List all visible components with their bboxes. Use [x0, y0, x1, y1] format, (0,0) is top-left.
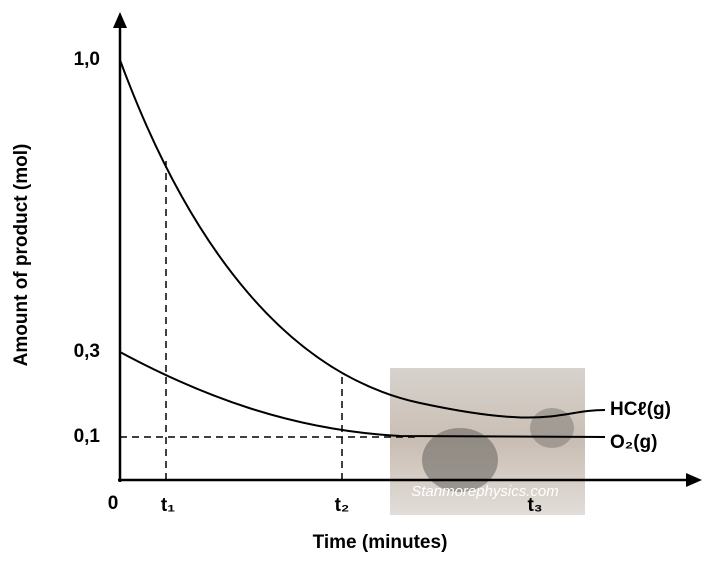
- watermark-pot: [422, 428, 498, 492]
- y-arrow: [113, 12, 127, 28]
- origin-label: 0: [108, 493, 119, 514]
- y-label: 1,0: [74, 49, 100, 70]
- x-axis-title: Time (minutes): [313, 532, 448, 553]
- o2-curve: [119, 351, 606, 438]
- x-label: t₂: [335, 495, 350, 516]
- x-arrow: [686, 473, 702, 487]
- curve-label: O₂(g): [610, 432, 657, 453]
- curve-label: HCℓ(g): [610, 399, 671, 420]
- y-label: 0,3: [74, 341, 100, 362]
- hcl-curve: [119, 59, 606, 419]
- x-label: t₃: [527, 495, 542, 516]
- watermark-text: Stanmorephysics.com: [411, 483, 559, 500]
- y-axis-title: Amount of product (mol): [11, 144, 32, 367]
- x-label: t₁: [161, 495, 175, 516]
- y-label: 0,1: [74, 426, 101, 447]
